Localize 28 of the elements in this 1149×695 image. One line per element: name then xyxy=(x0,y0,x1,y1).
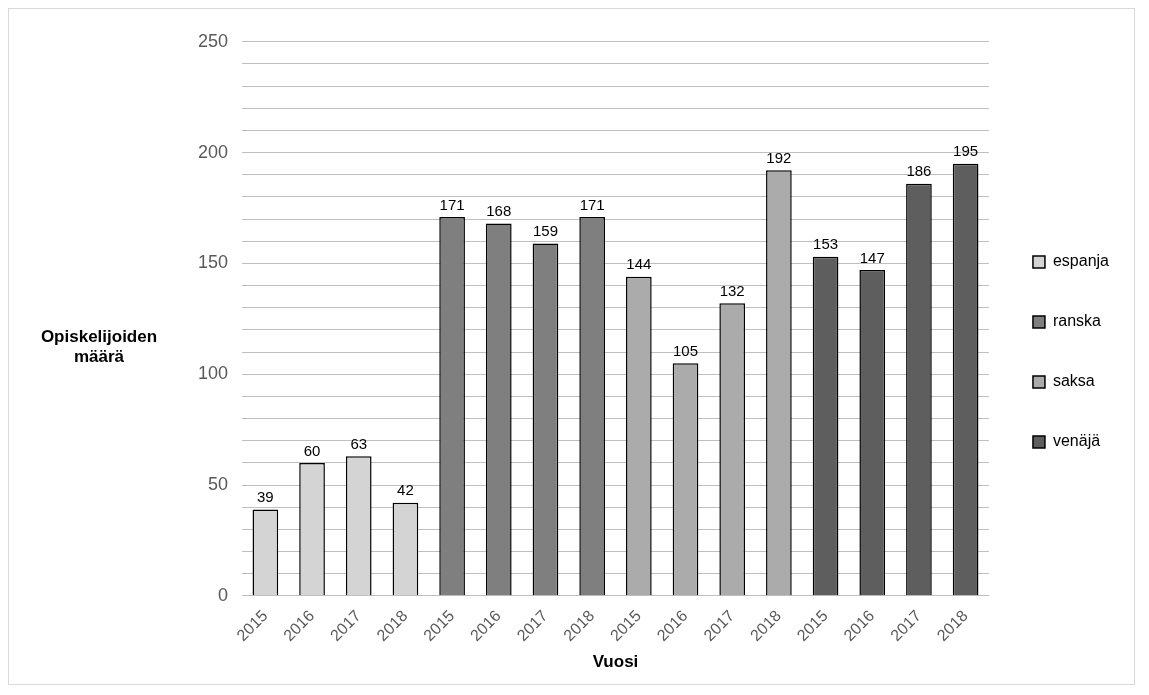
data-label: 171 xyxy=(579,195,605,213)
legend-label: venäjä xyxy=(1052,431,1101,449)
data-label: 147 xyxy=(859,248,885,266)
data-label: 60 xyxy=(303,441,321,459)
legend-label: espanja xyxy=(1052,251,1110,269)
y-tick-label: 150 xyxy=(197,251,229,272)
y-tick-label: 50 xyxy=(208,473,229,494)
data-label: 195 xyxy=(953,141,979,159)
y-axis-title: Opiskelijoiden määrä xyxy=(39,326,159,367)
y-tick-label: 250 xyxy=(197,30,229,51)
x-axis-title: Vuosi xyxy=(592,651,639,671)
data-label: 39 xyxy=(257,487,274,505)
data-label: 159 xyxy=(532,221,558,239)
y-tick-label: 0 xyxy=(218,584,229,605)
data-label: 186 xyxy=(906,161,932,179)
data-label: 42 xyxy=(397,480,414,498)
legend-label: ranska xyxy=(1052,311,1102,329)
data-label: 63 xyxy=(350,434,368,452)
data-label: 105 xyxy=(673,341,699,359)
data-label: 168 xyxy=(486,201,512,219)
y-tick-label: 200 xyxy=(197,141,229,162)
data-label: 192 xyxy=(766,148,792,166)
data-label: 144 xyxy=(626,254,652,272)
data-label: 171 xyxy=(439,195,465,213)
y-tick-label: 100 xyxy=(197,362,229,383)
legend-label: saksa xyxy=(1052,371,1095,389)
data-label: 153 xyxy=(813,234,839,252)
data-label: 132 xyxy=(719,281,745,299)
